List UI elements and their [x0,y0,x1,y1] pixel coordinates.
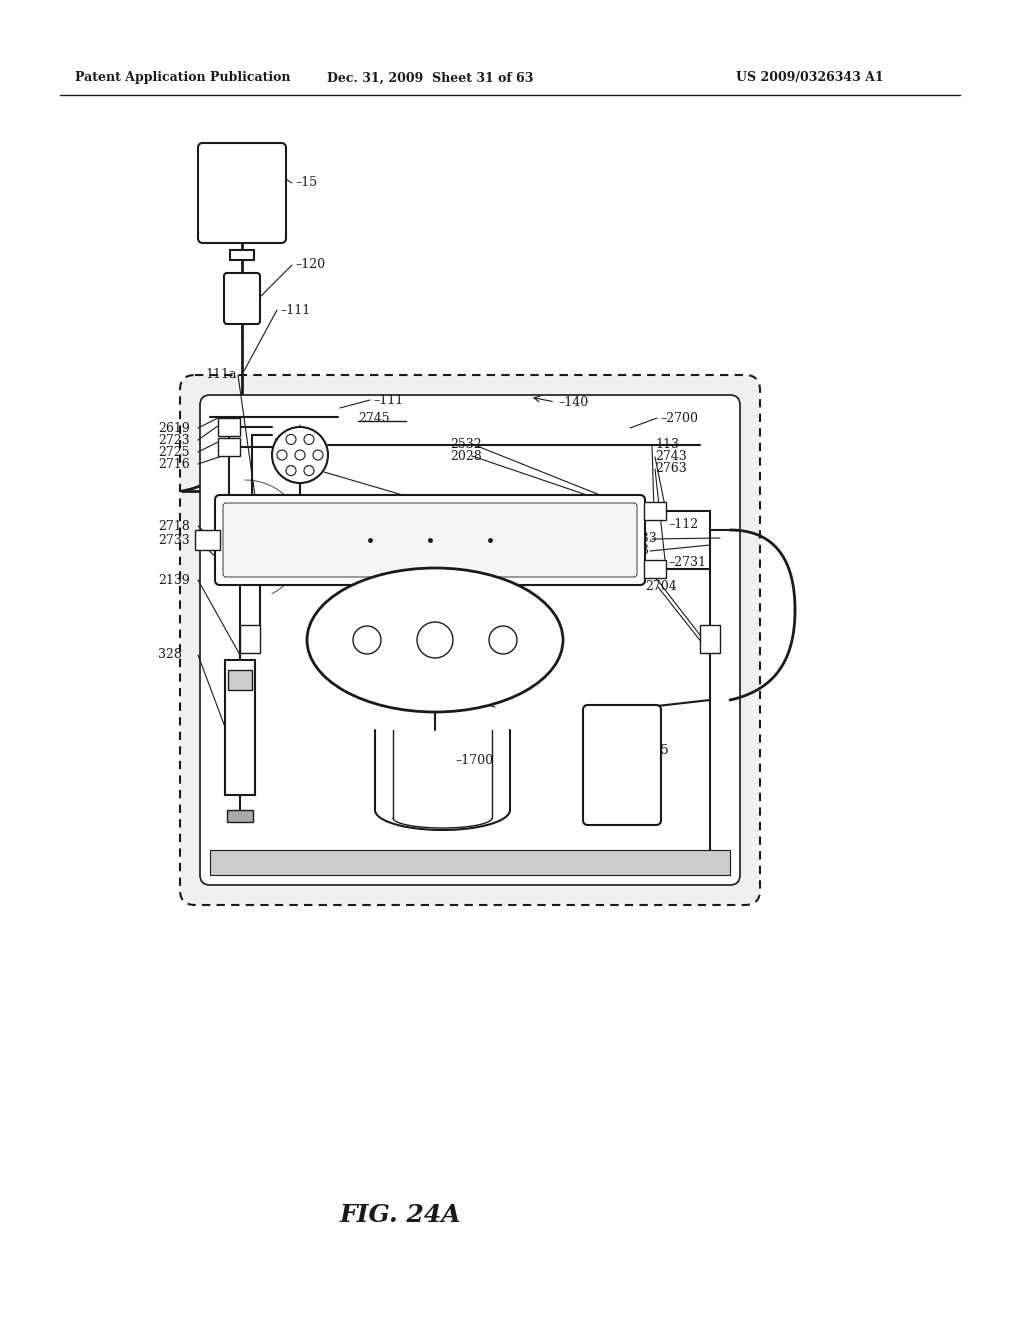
Text: 2725: 2725 [158,446,189,458]
Text: 325: 325 [645,743,669,756]
Text: –140: –140 [558,396,588,408]
FancyBboxPatch shape [198,143,286,243]
Text: 113: 113 [625,544,649,557]
Circle shape [286,466,296,475]
Text: 2713: 2713 [273,437,305,450]
Text: US 2009/0326343 A1: US 2009/0326343 A1 [736,71,884,84]
Text: 2028: 2028 [450,450,481,462]
Bar [644,560,666,578]
FancyBboxPatch shape [583,705,662,825]
Text: 2733: 2733 [625,532,656,544]
Circle shape [304,466,314,475]
Text: –1700: –1700 [455,754,494,767]
Text: –112: –112 [668,519,698,532]
Bar [700,624,720,653]
Text: 2716: 2716 [158,458,189,470]
Text: –120: –120 [295,259,326,272]
Text: 2723: 2723 [158,433,189,446]
Text: 2704: 2704 [645,579,677,593]
Bar [218,438,240,455]
Bar [225,660,255,795]
Text: –2700: –2700 [660,412,698,425]
Text: –111: –111 [373,393,403,407]
Bar [195,531,220,550]
Circle shape [417,622,453,657]
Text: 2530: 2530 [290,466,322,479]
Circle shape [278,450,287,459]
Text: –111: –111 [280,304,310,317]
Text: 2718: 2718 [158,520,189,532]
FancyBboxPatch shape [200,395,740,884]
Text: 2020: 2020 [436,692,468,705]
Bar [228,671,252,690]
Bar [644,502,666,520]
Text: 2619: 2619 [158,421,189,434]
Circle shape [272,426,328,483]
Bar [230,249,254,260]
FancyBboxPatch shape [180,375,760,906]
Text: 2727: 2727 [273,450,304,462]
Circle shape [304,434,314,445]
Text: FIG. 24A: FIG. 24A [339,1203,461,1228]
FancyBboxPatch shape [223,503,637,577]
Ellipse shape [307,568,563,711]
Text: –2731: –2731 [668,556,706,569]
Bar [218,418,240,436]
Text: 2139: 2139 [158,573,189,586]
FancyBboxPatch shape [224,273,260,323]
Text: 328: 328 [158,648,182,661]
Circle shape [353,626,381,653]
Bar [240,624,260,653]
Text: Dec. 31, 2009  Sheet 31 of 63: Dec. 31, 2009 Sheet 31 of 63 [327,71,534,84]
FancyBboxPatch shape [215,495,645,585]
Circle shape [489,626,517,653]
Text: 111a: 111a [205,368,237,381]
Bar [227,810,253,822]
Circle shape [295,450,305,459]
Text: 2741: 2741 [625,565,656,578]
Bar [210,850,730,875]
Text: 2745: 2745 [358,412,389,425]
Text: 113: 113 [655,437,679,450]
Text: 2743: 2743 [655,450,687,462]
Text: –15: –15 [295,177,317,190]
Text: 2763: 2763 [655,462,687,474]
Text: 2532: 2532 [450,437,481,450]
Text: 2733: 2733 [158,533,189,546]
Text: Patent Application Publication: Patent Application Publication [75,71,291,84]
Circle shape [286,434,296,445]
Circle shape [313,450,323,459]
